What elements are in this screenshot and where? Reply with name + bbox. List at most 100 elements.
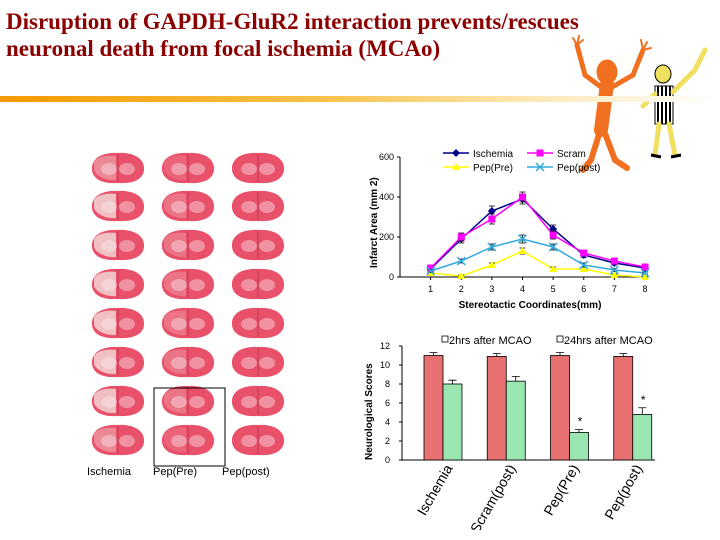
- category-label: Pep(post): [601, 462, 645, 523]
- brain-column-label-pep-pre: Pep(Pre): [153, 466, 198, 478]
- legend-swatch: [556, 335, 564, 343]
- bar-chart-ytick-label: 4: [385, 417, 390, 427]
- scram-marker: [610, 257, 618, 265]
- bar-chart-ytick-label: 2: [385, 436, 390, 446]
- brain-slice: [231, 385, 285, 417]
- brain-slice: [91, 229, 145, 261]
- line-chart-xtick-label: 7: [612, 284, 617, 294]
- pep-post-marker: [579, 260, 589, 270]
- line-chart-xtick-label: 6: [581, 284, 586, 294]
- significance-mark: *: [578, 415, 583, 429]
- bar-chart-ytick-label: 10: [380, 360, 390, 370]
- pep-post-marker: [609, 265, 619, 275]
- pep-pre-marker: [641, 273, 649, 280]
- error-bar: [619, 353, 628, 357]
- line-chart-ytick-label: 400: [379, 192, 394, 202]
- bar-chart-ytick-label: 6: [385, 398, 390, 408]
- series-line: [430, 195, 646, 269]
- line-chart-xlabel: Stereotactic Coordinates(mm): [459, 300, 602, 311]
- error-bar: [556, 352, 564, 356]
- scram-marker: [427, 264, 435, 272]
- brain-slice: [161, 424, 215, 456]
- neurological-scores-bar-chart: Neurological Scores 0 2 4 6 8 10 12 * * 2hrs af…: [364, 335, 655, 531]
- brain-slice: [161, 346, 215, 378]
- brain-slice: [161, 307, 215, 339]
- legend-item: Scram: [527, 149, 586, 160]
- error-bar: [429, 352, 438, 356]
- bar-chart-ytick-label: 12: [380, 341, 390, 351]
- brain-slice: [91, 190, 145, 222]
- bar: [613, 356, 634, 461]
- line-chart-xtick-label: 1: [428, 284, 433, 294]
- category-label: Pep(Pre): [540, 462, 582, 519]
- scram-marker: [536, 149, 544, 157]
- legend-label: Ischemia: [473, 149, 513, 160]
- legend-label: 24hrs after MCAO: [564, 335, 653, 347]
- series-pep-pre-: [426, 247, 649, 280]
- brain-slice: [161, 190, 215, 222]
- brain-slice: [231, 307, 285, 339]
- scram-marker: [519, 193, 526, 201]
- bar-chart-ytick-label: 0: [385, 455, 390, 465]
- legend-item: Pep(Pre): [443, 163, 513, 174]
- legend-swatch: [441, 335, 449, 343]
- scram-marker: [488, 215, 496, 223]
- brain-slice: [161, 268, 215, 300]
- legend-label: Pep(Pre): [473, 163, 513, 174]
- error-bar: [575, 429, 583, 433]
- line-chart-ylabel: Infarct Area (mm 2): [369, 177, 380, 268]
- scram-marker: [457, 233, 465, 241]
- ischemia-marker: [487, 207, 496, 215]
- scram-marker: [549, 231, 557, 239]
- bar-chart-ytick-label: 8: [385, 379, 390, 389]
- brain-slice: [231, 346, 285, 378]
- infarct-area-line-chart: Infarct Area (mm 2) Stereotactic Coordin…: [369, 149, 650, 311]
- brain-slice: [91, 424, 145, 456]
- pep-pre-marker: [452, 163, 460, 170]
- pep-post-marker: [517, 234, 528, 244]
- legend-label: Pep(post): [557, 163, 600, 174]
- bar-chart-ylabel: Neurological Scores: [364, 363, 375, 460]
- legend-item: Ischemia: [443, 149, 513, 160]
- pep-post-marker: [535, 162, 545, 172]
- category-label: Scram(post): [467, 462, 519, 531]
- bar: [486, 356, 507, 461]
- significance-mark: *: [641, 393, 646, 407]
- title-divider: [0, 96, 720, 102]
- pep-pre-marker: [579, 265, 588, 272]
- title-line-2: neuronal death from focal ischemia (MCAo…: [6, 36, 441, 61]
- ischemia-marker: [452, 149, 460, 157]
- orange-figure-icon: [572, 35, 652, 173]
- bar: [569, 432, 589, 461]
- brain-slice: [91, 152, 145, 184]
- brain-slice: [91, 307, 145, 339]
- bar: [505, 380, 526, 461]
- line-chart-xtick-label: 2: [459, 284, 464, 294]
- bar: [550, 355, 570, 461]
- pep-post-marker: [487, 242, 497, 252]
- error-bar: [638, 407, 647, 415]
- slide-title: Disruption of GAPDH-GluR2 interaction pr…: [6, 8, 646, 62]
- series-line: [430, 250, 646, 278]
- brain-slices-panel: [80, 150, 300, 467]
- line-chart-xtick-label: 5: [551, 284, 556, 294]
- brain-slice: [91, 385, 145, 417]
- bar: [632, 414, 653, 461]
- brain-slice: [161, 229, 215, 261]
- pep-post-marker: [456, 256, 466, 266]
- brain-slice: [91, 268, 145, 300]
- pep-pre-marker: [549, 265, 558, 272]
- brain-slice: [231, 268, 285, 300]
- legend-item: 24hrs after MCAO: [556, 335, 653, 347]
- pep-pre-marker: [487, 261, 496, 268]
- scram-marker: [641, 263, 649, 271]
- pep-pre-marker: [518, 247, 527, 254]
- legend-label: Scram: [557, 149, 586, 160]
- error-bar: [448, 379, 457, 384]
- brain-column-label-ischemia: Ischemia: [87, 466, 132, 478]
- pep-pre-marker: [457, 272, 466, 279]
- legend-item: Pep(post): [527, 162, 600, 174]
- series-pep-post-: [426, 234, 650, 278]
- brain-slice: [231, 152, 285, 184]
- brain-slice: [161, 385, 215, 417]
